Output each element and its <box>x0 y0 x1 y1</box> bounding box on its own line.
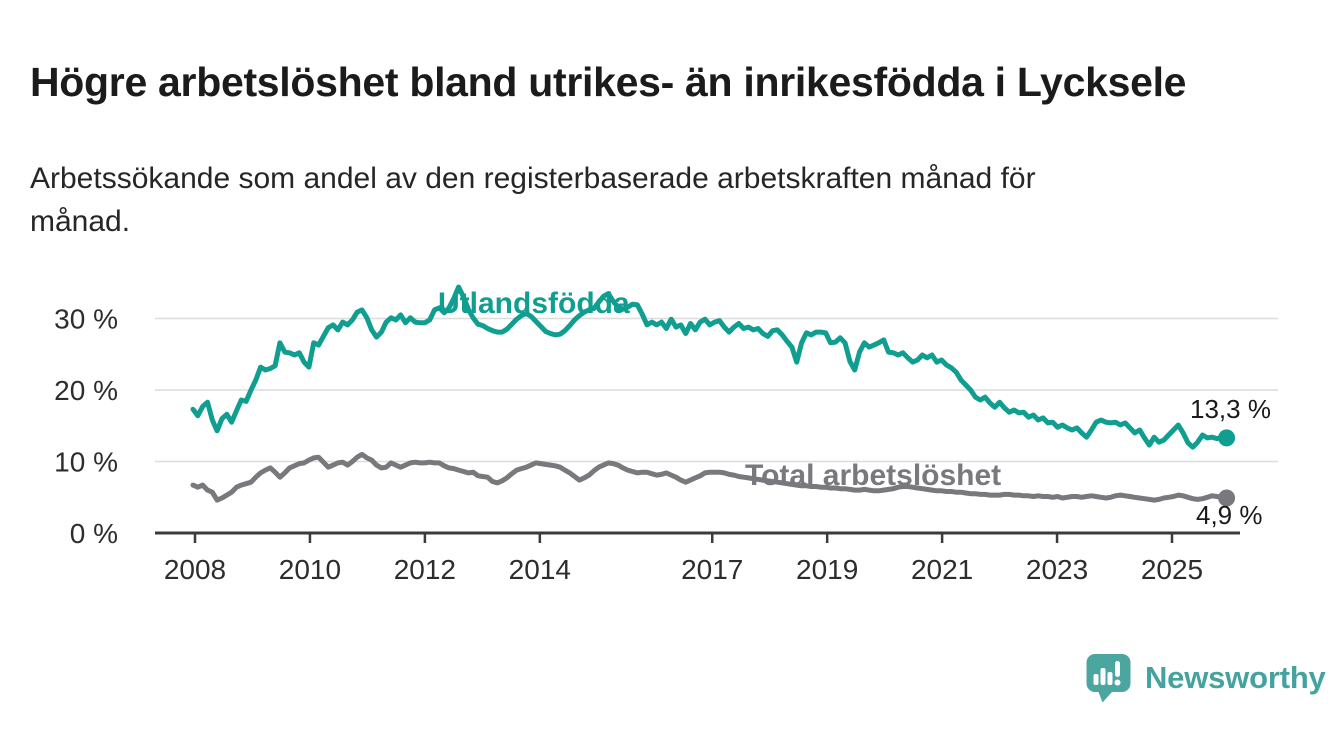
line-series-total <box>190 451 1230 503</box>
newsworthy-logo-icon <box>1086 654 1131 703</box>
y-axis-tick-label: 30 % <box>54 304 118 335</box>
y-axis-tick-label: 10 % <box>54 447 118 478</box>
x-axis-tick-label: 2023 <box>1026 554 1088 585</box>
x-axis-tick-label: 2010 <box>279 554 341 585</box>
newsworthy-brand-name: Newsworthy <box>1145 660 1326 695</box>
series-end-dot <box>1218 489 1236 507</box>
series-label-utlandsfodda: Utlandsfödda <box>438 287 630 320</box>
x-axis-tick-label: 2025 <box>1141 554 1203 585</box>
end-value-label-total: 4,9 % <box>1196 500 1263 530</box>
series-label-total-arbetsloshet: Total arbetslöshet <box>745 459 1002 492</box>
page-title: Högre arbetslöshet bland utrikes- än inr… <box>30 59 1187 106</box>
x-axis-tick-label: 2019 <box>796 554 858 585</box>
end-value-label-utlandsfodda: 13,3 % <box>1190 394 1271 424</box>
x-axis-tick-label: 2012 <box>394 554 456 585</box>
chart-subtitle: Arbetssökande som andel av den registerb… <box>30 162 1036 238</box>
x-axis-tick-label: 2014 <box>509 554 571 585</box>
x-axis-tick-label: 2017 <box>681 554 743 585</box>
y-axis-tick-label: 0 % <box>70 518 118 549</box>
x-axis-tick-label: 2008 <box>164 554 226 585</box>
series-end-dot <box>1218 429 1236 447</box>
line-series-utlandsfodda <box>190 284 1230 450</box>
x-axis-tick-label: 2021 <box>911 554 973 585</box>
brand-footer: Newsworthy <box>1085 653 1326 703</box>
y-axis-tick-label: 20 % <box>54 375 118 406</box>
